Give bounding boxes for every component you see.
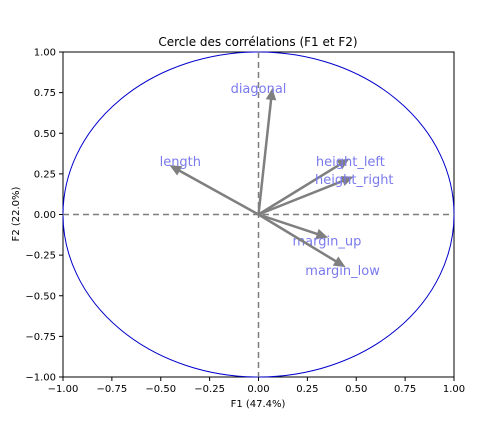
x-axis-title: F1 (47.4%) (231, 399, 286, 410)
y-tick-label: 0.50 (34, 129, 56, 140)
y-tick-label: −1.00 (25, 373, 56, 384)
arrowhead-margin_up (315, 228, 329, 239)
y-tick-label: −0.25 (25, 251, 56, 262)
y-tick-label: 0.25 (34, 169, 56, 180)
y-tick-label: 0.00 (34, 210, 56, 221)
arrow-margin_up (257, 213, 319, 236)
plot-area: diagonal length height_left height_rightmar… (62, 51, 455, 378)
arrow-height_right (257, 179, 345, 216)
y-tick-label: 0.75 (34, 88, 56, 99)
arrow-length (178, 169, 260, 216)
x-tick-label: 0.25 (296, 384, 318, 395)
arrowhead-diagonal (265, 88, 277, 101)
variable-label-height_right: height_right (315, 173, 393, 188)
x-tick-label: 1.00 (443, 384, 465, 395)
x-axis: −1.00 −0.75 −0.50 −0.25 0.00 0.25 0.50 0.75 1.00 (48, 377, 465, 395)
variable-label-diagonal: diagonal (231, 82, 287, 97)
arrowhead-height_right (340, 176, 354, 186)
variable-label-height_left: height_left (316, 155, 385, 170)
x-tick-label: 0.00 (247, 384, 269, 395)
arrow-height_left (257, 163, 342, 216)
arrowhead-margin_low (332, 256, 346, 268)
y-tick-label: −0.75 (25, 332, 56, 343)
y-tick-label: 1.00 (34, 48, 56, 59)
arrowhead-length (169, 165, 183, 176)
x-tick-label: −0.75 (97, 384, 128, 395)
arrow-margin_low (257, 213, 338, 263)
x-tick-label: 0.75 (394, 384, 416, 395)
x-tick-label: −0.50 (145, 384, 176, 395)
variable-label-length: length (160, 155, 201, 170)
chart-title: Cercle des corrélations (F1 et F2) (158, 35, 357, 49)
x-tick-label: 0.50 (345, 384, 367, 395)
y-tick-label: −0.50 (25, 291, 56, 302)
x-tick-label: −0.25 (194, 384, 225, 395)
y-axis-title: F2 (22.0%) (11, 186, 22, 241)
arrowhead-height_left (336, 158, 350, 170)
y-axis: −1.00 −0.75 −0.50 −0.25 0.00 0.25 0.50 0.75 1.00 (25, 48, 63, 384)
variable-label-margin_low: margin_low (305, 264, 380, 279)
x-tick-label: −1.00 (48, 384, 79, 395)
arrow-diagonal (257, 98, 273, 216)
